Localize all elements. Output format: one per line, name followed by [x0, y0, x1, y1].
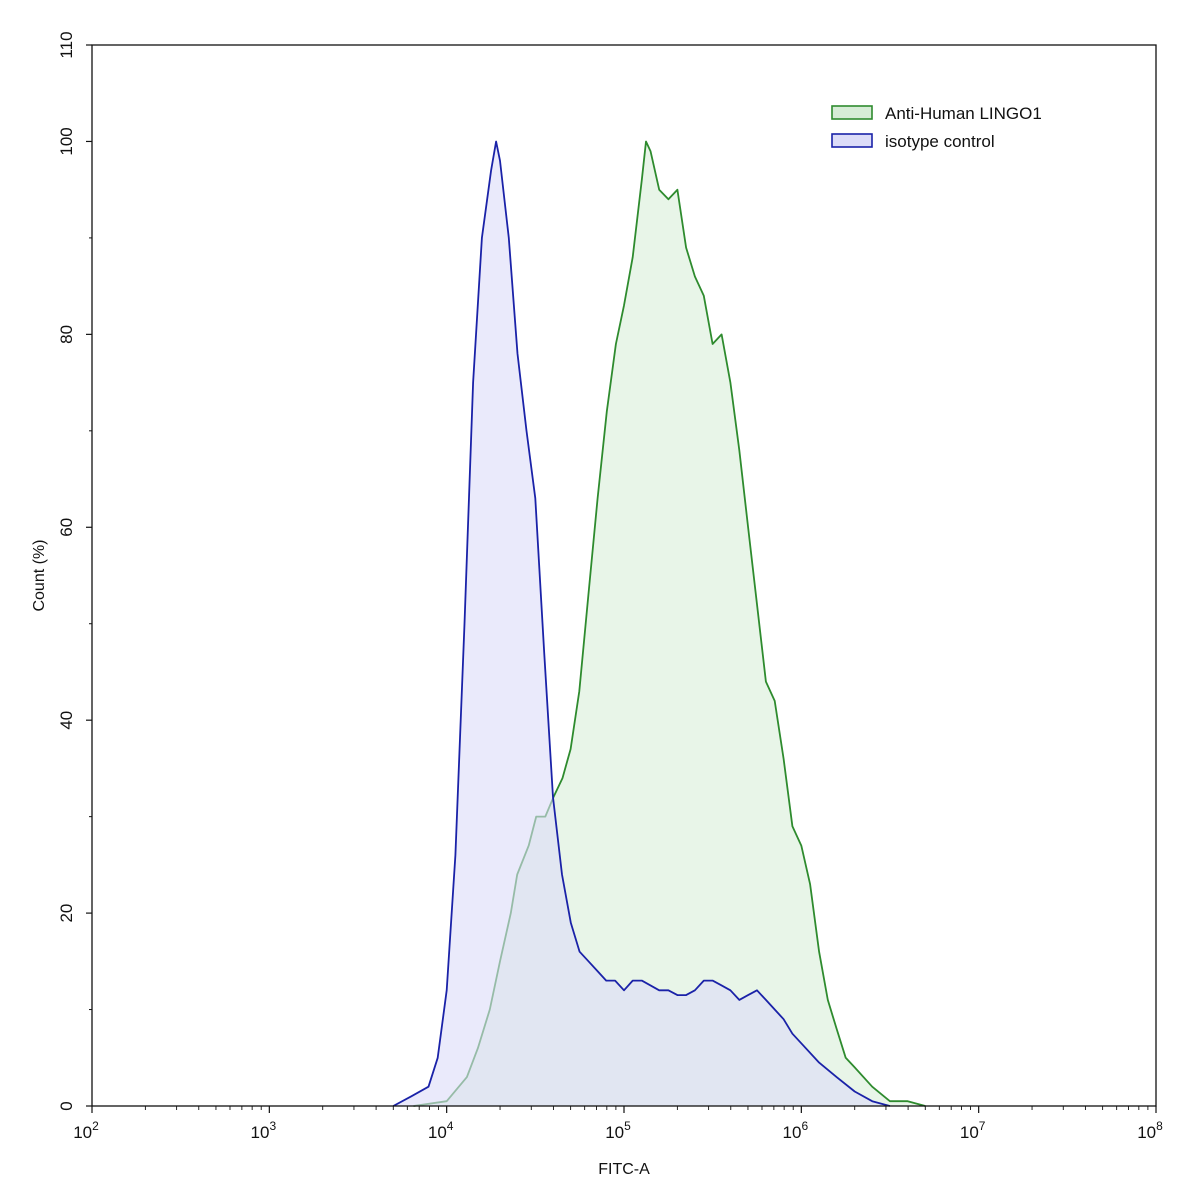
x-tick-label: 106: [783, 1119, 809, 1142]
legend-label-1: Anti-Human LINGO1: [885, 104, 1042, 123]
x-tick-base: 10: [783, 1123, 802, 1142]
x-tick-exponent: 6: [801, 1119, 808, 1133]
legend: Anti-Human LINGO1 isotype control: [831, 104, 1042, 151]
x-tick-label: 104: [428, 1119, 454, 1142]
legend-label-2: isotype control: [885, 132, 995, 151]
x-tick-base: 10: [605, 1123, 624, 1142]
x-tick-label: 103: [251, 1119, 277, 1142]
y-tick-label: 60: [57, 518, 76, 537]
x-tick-base: 10: [428, 1123, 447, 1142]
x-tick-label: 102: [73, 1119, 99, 1142]
x-axis-title: FITC-A: [598, 1161, 650, 1178]
y-axis-title: Count (%): [31, 539, 48, 611]
y-tick-label: 80: [57, 325, 76, 344]
x-tick-base: 10: [251, 1123, 270, 1142]
x-tick-base: 10: [1137, 1123, 1156, 1142]
x-tick-exponent: 5: [624, 1119, 631, 1133]
x-tick-base: 10: [73, 1123, 92, 1142]
x-tick-label: 105: [605, 1119, 631, 1142]
series-layer: [392, 140, 926, 1107]
x-tick-label: 107: [960, 1119, 986, 1142]
x-tick-exponent: 4: [447, 1119, 454, 1133]
x-tick-exponent: 2: [92, 1119, 99, 1133]
y-axis-ticks: 0 20 40 60 80 100 110: [57, 31, 92, 1111]
x-tick-base: 10: [960, 1123, 979, 1142]
y-tick-label: 0: [57, 1101, 76, 1110]
series-area-2: [393, 141, 890, 1106]
x-tick-label: 108: [1137, 1119, 1163, 1142]
y-tick-label: 20: [57, 904, 76, 923]
y-tick-label: 40: [57, 711, 76, 730]
legend-swatch-2: [831, 133, 873, 148]
y-tick-label: 110: [57, 31, 76, 58]
series-line-2: [392, 140, 891, 1107]
x-tick-exponent: 8: [1156, 1119, 1163, 1133]
y-tick-label: 100: [57, 127, 76, 155]
x-tick-exponent: 3: [269, 1119, 276, 1133]
legend-swatch-1: [831, 105, 873, 120]
x-axis-ticks: 102 103 104 105 106 107 108: [73, 1106, 1163, 1142]
x-tick-exponent: 7: [979, 1119, 986, 1133]
